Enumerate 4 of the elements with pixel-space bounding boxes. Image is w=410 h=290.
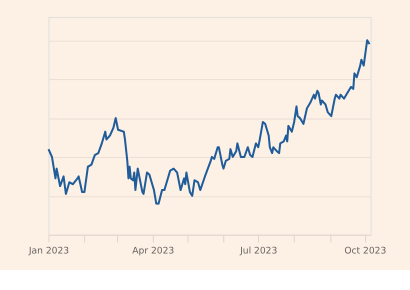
x-tick-label: Oct 2023 <box>344 246 386 257</box>
x-tick-label: Apr 2023 <box>132 246 174 257</box>
x-tick-label: Jul 2023 <box>239 246 278 257</box>
x-tick-label: Jan 2023 <box>28 246 70 257</box>
